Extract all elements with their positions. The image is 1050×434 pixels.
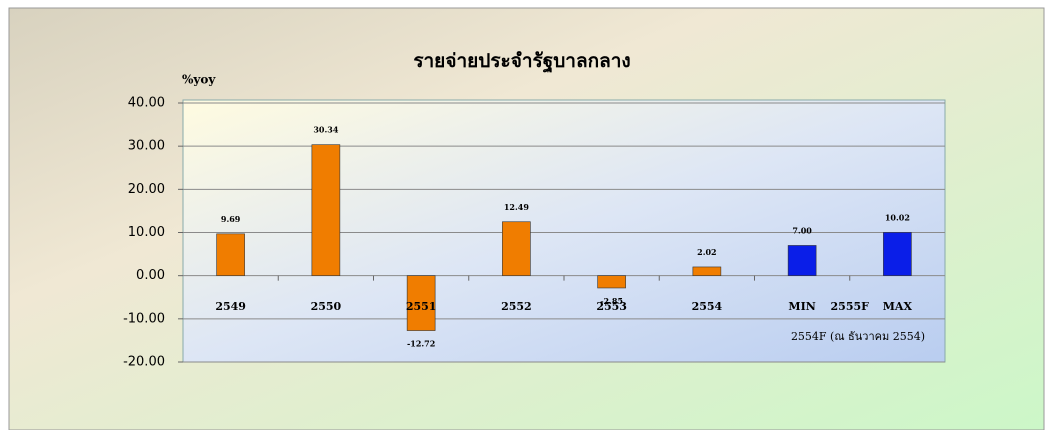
y-tick-label: -20.00 bbox=[123, 355, 165, 370]
value-label: 10.02 bbox=[885, 212, 910, 222]
x-tick-label: MIN bbox=[788, 300, 815, 313]
y-tick-label: -10.00 bbox=[123, 311, 165, 326]
value-label: -12.72 bbox=[407, 339, 435, 349]
y-tick-label: 30.00 bbox=[128, 139, 165, 154]
y-tick-label: 20.00 bbox=[128, 182, 165, 197]
x-tick-label: 2554 bbox=[692, 300, 723, 313]
bar bbox=[406, 275, 436, 331]
y-tick-label: 40.00 bbox=[128, 96, 165, 111]
bar bbox=[502, 221, 531, 276]
x-tick-label: 2551 bbox=[406, 300, 437, 313]
bar bbox=[216, 233, 245, 276]
value-label: -2.85 bbox=[600, 296, 623, 306]
plot-area bbox=[182, 99, 946, 363]
chart-title: รายจ่ายประจำรัฐบาลกลาง bbox=[413, 50, 630, 74]
bar bbox=[787, 245, 817, 276]
x-tick-label: 2549 bbox=[215, 300, 246, 313]
annotation: 2555F bbox=[831, 300, 870, 313]
bar bbox=[692, 266, 722, 276]
y-axis-label: %yoy bbox=[182, 73, 216, 87]
y-tick-label: 0.00 bbox=[136, 268, 165, 283]
x-tick-label: 2553 bbox=[596, 300, 627, 313]
value-label: 2.02 bbox=[697, 247, 716, 257]
value-label: 12.49 bbox=[504, 202, 529, 212]
x-tick-label: 2552 bbox=[501, 300, 532, 313]
value-label: 30.34 bbox=[313, 125, 338, 135]
x-tick-label: MAX bbox=[883, 300, 913, 313]
bar bbox=[883, 232, 912, 276]
bar bbox=[597, 275, 626, 289]
value-label: 7.00 bbox=[792, 225, 812, 235]
bar bbox=[311, 144, 341, 276]
x-tick-label: 2550 bbox=[311, 300, 342, 313]
y-tick-label: 10.00 bbox=[128, 225, 165, 240]
value-label: 9.69 bbox=[221, 214, 241, 224]
annotation: 2554F (ณ ธันวาคม 2554) bbox=[791, 330, 925, 343]
